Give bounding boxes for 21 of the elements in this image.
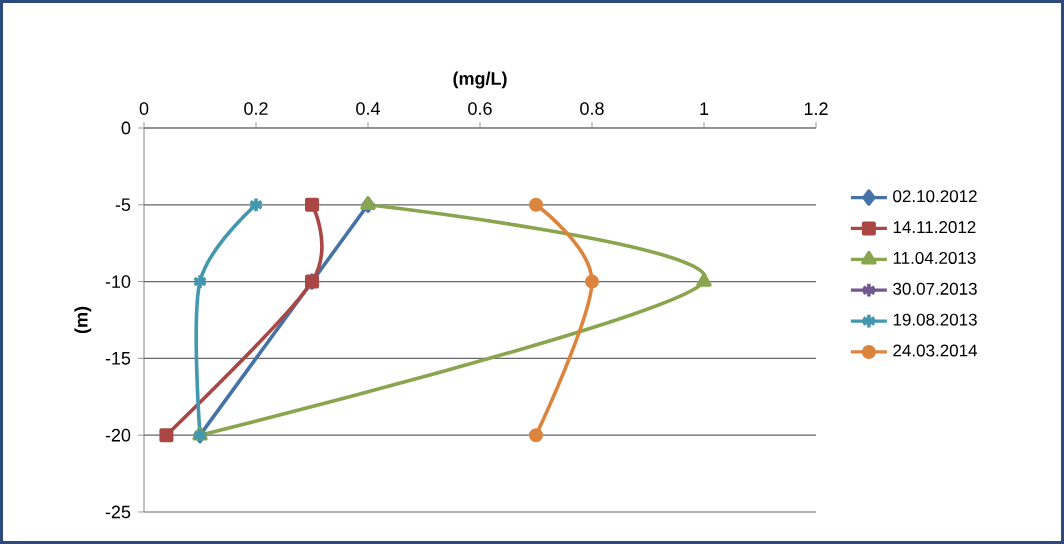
x-tick-label: 1 [700,102,709,115]
x-tick-label: 1.2 [804,102,828,115]
legend-label: 24.03.2014 [893,344,978,357]
legend-label: 11.04.2013 [893,251,976,264]
y-axis-title: (m) [74,306,92,334]
y-tick-label: -5 [115,198,131,212]
legend-label: 02.10.2012 [893,190,977,203]
legend-label: 14.11.2012 [893,221,976,234]
x-tick-label: 0.4 [356,102,380,115]
y-tick-label: -25 [105,505,131,519]
x-axis-title: (mg/L) [453,71,507,89]
x-tick-label: 0.6 [468,102,492,115]
y-tick-label: -15 [105,352,131,365]
y-tick-label: 0 [121,121,131,135]
x-tick-label: 0.8 [580,102,604,115]
legend-label: 30.07.2013 [893,282,977,295]
y-tick-label: -20 [105,428,131,442]
x-tick-label: 0 [139,102,149,115]
x-tick-label: 0.2 [244,102,268,115]
y-tick-label: -10 [105,275,131,288]
legend-label: 19.08.2013 [893,313,977,326]
